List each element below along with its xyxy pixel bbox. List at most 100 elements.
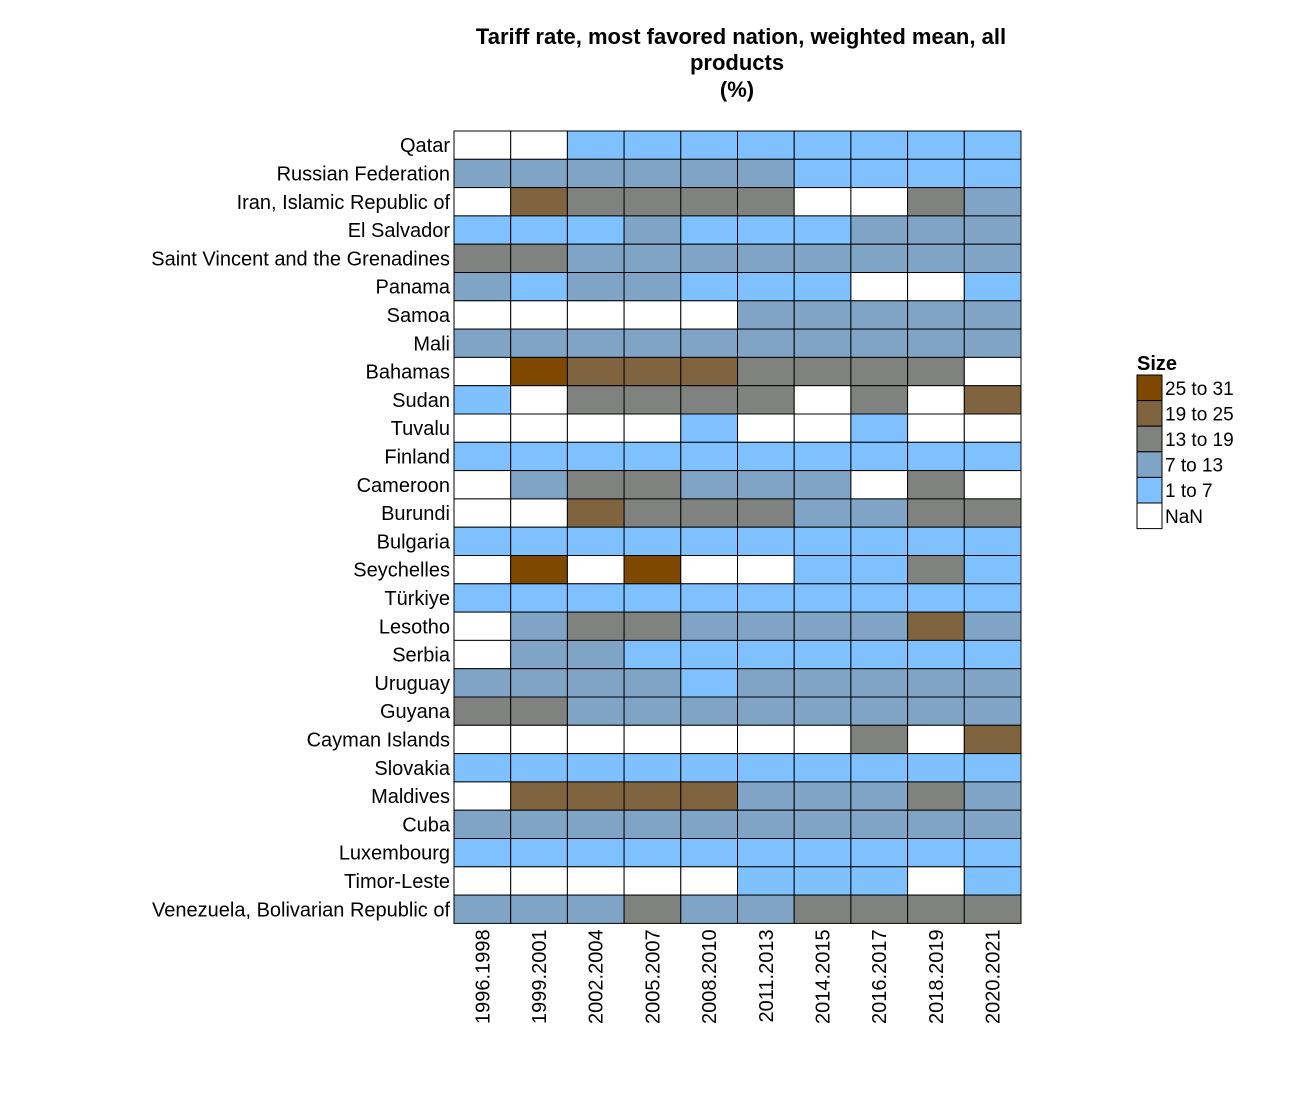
heatmap-cell	[623, 328, 682, 358]
heatmap-cell	[566, 356, 625, 387]
heatmap-cell	[680, 809, 738, 840]
heatmap-cell	[623, 866, 682, 896]
column-label: 1999.2001	[529, 929, 551, 1024]
heatmap-cell	[963, 470, 1022, 500]
heatmap-cell	[623, 555, 682, 585]
column-label: 2018.2019	[926, 929, 948, 1024]
heatmap-cell	[850, 668, 909, 698]
heatmap-cell	[963, 130, 1022, 160]
row-label: Samoa	[387, 305, 451, 327]
heatmap-cell	[907, 866, 965, 896]
heatmap-cell	[566, 555, 625, 585]
heatmap-cell	[850, 526, 909, 557]
heatmap-cell	[907, 385, 965, 415]
heatmap-cell	[510, 555, 568, 585]
heatmap-cell	[850, 583, 909, 613]
heatmap-cell	[737, 272, 795, 302]
heatmap-cell	[793, 187, 852, 217]
heatmap-cell	[793, 272, 852, 302]
heatmap-cell	[623, 158, 682, 189]
heatmap-cell	[737, 668, 795, 698]
heatmap-cell	[566, 894, 625, 924]
heatmap-cell	[623, 724, 682, 755]
row-label: Timor-Leste	[344, 871, 450, 893]
heatmap-cell	[680, 639, 738, 670]
heatmap-cell	[793, 639, 852, 670]
heatmap-cell	[793, 328, 852, 358]
legend-swatch	[1136, 374, 1163, 402]
heatmap-cell	[737, 809, 795, 840]
heatmap-cell	[963, 555, 1022, 585]
heatmap-cell	[566, 838, 625, 868]
heatmap-cell	[680, 526, 738, 557]
heatmap-cell	[510, 215, 568, 245]
heatmap-cell	[680, 441, 738, 472]
heatmap-cell	[453, 187, 512, 217]
heatmap-cell	[453, 724, 512, 755]
heatmap-cell	[453, 753, 512, 783]
heatmap-cell	[737, 611, 795, 641]
heatmap-cell	[907, 187, 965, 217]
legend-swatch	[1136, 476, 1163, 504]
heatmap-cell	[623, 781, 682, 811]
heatmap-cell	[793, 356, 852, 387]
heatmap-cell	[907, 243, 965, 273]
heatmap-cell	[737, 187, 795, 217]
heatmap-cell	[963, 753, 1022, 783]
row-label: Burundi	[381, 503, 450, 525]
heatmap-cell	[680, 838, 738, 868]
heatmap-cell	[850, 611, 909, 641]
heatmap-cell	[566, 272, 625, 302]
heatmap-cell	[963, 611, 1022, 641]
heatmap-cell	[963, 894, 1022, 924]
heatmap-cell	[737, 356, 795, 387]
heatmap-cell	[566, 753, 625, 783]
heatmap-cell	[680, 215, 738, 245]
heatmap-cell	[793, 753, 852, 783]
heatmap-cell	[510, 243, 568, 273]
heatmap-cell	[793, 385, 852, 415]
heatmap-cell	[566, 498, 625, 528]
heatmap-cell	[907, 724, 965, 755]
heatmap-cell	[453, 526, 512, 557]
heatmap-cell	[510, 894, 568, 924]
heatmap-cell	[566, 611, 625, 641]
heatmap-cell	[453, 498, 512, 528]
heatmap-cell	[907, 668, 965, 698]
heatmap-cell	[680, 668, 738, 698]
heatmap-cell	[566, 215, 625, 245]
heatmap-cell	[623, 356, 682, 387]
heatmap-cell	[737, 215, 795, 245]
heatmap-cell	[453, 158, 512, 189]
heatmap-cell	[453, 894, 512, 924]
heatmap-cell	[566, 639, 625, 670]
row-labels: Qatar Russian Federation Iran, Islamic Rep…	[151, 135, 451, 921]
heatmap-cell	[793, 158, 852, 189]
heatmap-cell	[793, 130, 852, 160]
heatmap-cell	[907, 328, 965, 358]
heatmap-cell	[623, 583, 682, 613]
heatmap-cell	[737, 328, 795, 358]
heatmap-cell	[737, 866, 795, 896]
heatmap-cell	[907, 272, 965, 302]
heatmap-cell	[907, 583, 965, 613]
heatmap-cell	[737, 724, 795, 755]
heatmap-cell	[963, 838, 1022, 868]
heatmap-cell	[850, 272, 909, 302]
heatmap-cell	[623, 526, 682, 557]
heatmap-cell	[566, 696, 625, 726]
heatmap-cell	[453, 866, 512, 896]
heatmap-cell	[566, 781, 625, 811]
heatmap-cell	[907, 753, 965, 783]
heatmap-cell	[850, 866, 909, 896]
column-labels: 1996.1998 1999.2001 2002.2004 2005.2007 2008…	[472, 929, 1004, 1024]
heatmap-cell	[680, 300, 738, 330]
heatmap-cell	[510, 866, 568, 896]
legend-label: 7 to 13	[1165, 456, 1223, 477]
heatmap-cell	[566, 187, 625, 217]
heatmap-cell	[793, 724, 852, 755]
row-label: Sudan	[392, 390, 450, 412]
heatmap-cell	[907, 838, 965, 868]
heatmap-cell	[737, 441, 795, 472]
heatmap-cell	[793, 555, 852, 585]
